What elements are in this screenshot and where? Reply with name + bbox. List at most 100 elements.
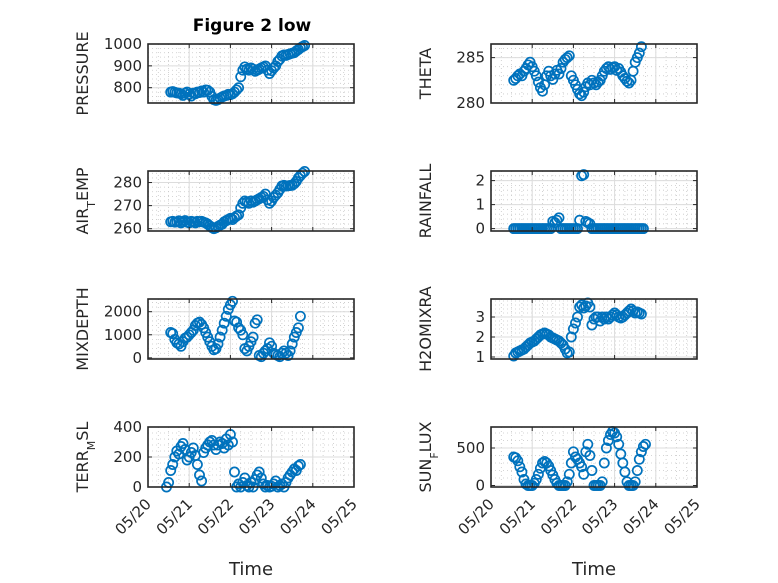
data-point — [255, 472, 267, 484]
y-tick-label: 400 — [113, 418, 142, 436]
data-point — [537, 85, 548, 97]
y-tick-label: 1000 — [104, 35, 142, 53]
axes-frame — [147, 170, 355, 232]
x-tick-label: 05/23 — [578, 495, 621, 538]
marker-series — [165, 40, 311, 106]
y-tick-label: 280 — [113, 174, 142, 192]
y-tick-label: 800 — [113, 79, 142, 97]
y-axis-label: MIXDEPTH — [73, 287, 92, 370]
data-point — [227, 436, 238, 448]
data-point — [292, 460, 304, 472]
x-tick-label: 05/23 — [235, 495, 278, 538]
y-tick-label: 0 — [132, 349, 142, 367]
data-point — [532, 76, 544, 88]
data-point — [165, 465, 177, 476]
x-tick-label: 05/22 — [537, 495, 580, 538]
data-point — [286, 338, 298, 350]
data-point — [547, 73, 559, 85]
data-point — [633, 47, 645, 59]
data-point — [292, 322, 304, 334]
y-axis-label: THETA — [416, 48, 435, 100]
y-axis-label: RAINFALL — [416, 164, 435, 239]
y-tick-label: 1 — [475, 348, 485, 366]
data-point — [567, 323, 579, 335]
data-point — [561, 52, 573, 64]
data-point — [251, 314, 263, 326]
y-tick-label: 2 — [475, 172, 485, 190]
data-point — [584, 301, 596, 313]
data-point — [177, 438, 189, 449]
data-point — [637, 441, 649, 452]
y-tick-label: 285 — [456, 49, 485, 67]
data-point — [216, 324, 228, 336]
marker-series — [508, 41, 647, 102]
data-point — [631, 465, 643, 476]
marker-series — [508, 169, 649, 235]
data-point — [586, 465, 598, 476]
subplot-row3-right: 1 2 3 H2OMIXRA — [416, 286, 698, 372]
data-point — [231, 84, 243, 96]
data-point — [233, 209, 245, 221]
axes-frame — [147, 43, 355, 104]
data-point — [619, 466, 631, 478]
data-point — [596, 311, 608, 323]
data-point — [194, 469, 205, 481]
y-axis-label: TERRMSL — [73, 422, 98, 494]
data-point — [576, 461, 588, 473]
axes-frame — [490, 170, 698, 232]
y-tick-label: 1 — [475, 196, 485, 214]
data-point — [218, 317, 230, 329]
data-point — [580, 300, 592, 312]
data-point — [578, 169, 590, 181]
data-point — [530, 474, 542, 485]
y-tick-label: 0 — [475, 477, 485, 495]
data-point — [623, 77, 635, 89]
x-tick-label: 05/20 — [455, 495, 498, 538]
data-point — [582, 438, 594, 450]
data-point — [516, 466, 528, 478]
y-tick-label: 500 — [456, 439, 485, 457]
data-point — [167, 459, 179, 470]
data-point — [233, 82, 245, 94]
subplot-row3-left: 0 1000 2000 MIXDEPTH — [73, 287, 355, 371]
data-point — [635, 308, 647, 320]
data-point — [299, 40, 311, 51]
data-point — [613, 438, 625, 450]
y-axis-label: SUNFLUX — [416, 421, 441, 492]
data-point — [640, 438, 651, 450]
data-point — [294, 459, 306, 470]
data-point — [243, 64, 255, 76]
x-tick-label: 05/21 — [496, 495, 539, 538]
marker-series — [165, 166, 311, 235]
y-tick-label: 0 — [132, 478, 142, 496]
data-point — [284, 345, 296, 357]
data-point — [588, 77, 600, 89]
data-point — [187, 442, 199, 454]
data-point — [196, 475, 208, 487]
data-point — [600, 442, 612, 454]
data-point — [563, 468, 575, 480]
x-tick-label: 05/24 — [619, 495, 662, 538]
data-point — [633, 453, 645, 465]
data-point — [563, 50, 575, 62]
data-point — [551, 214, 563, 226]
axes-frame — [490, 43, 698, 104]
data-point — [237, 329, 249, 341]
y-tick-label: 2000 — [104, 303, 142, 321]
data-point — [537, 457, 548, 469]
x-tick-label: 05/24 — [276, 495, 319, 538]
data-point — [167, 328, 179, 340]
data-point — [253, 466, 265, 478]
axes-frame — [490, 298, 698, 360]
subplot-row2-right: 0 1 2 RAINFALL — [416, 164, 698, 239]
data-point — [621, 75, 633, 87]
x-tick-label: 05/25 — [661, 495, 704, 538]
data-point — [555, 63, 567, 74]
data-point — [635, 41, 647, 53]
y-tick-label: 280 — [456, 94, 485, 112]
x-tick-label: 05/21 — [153, 495, 196, 538]
data-point — [530, 70, 542, 82]
